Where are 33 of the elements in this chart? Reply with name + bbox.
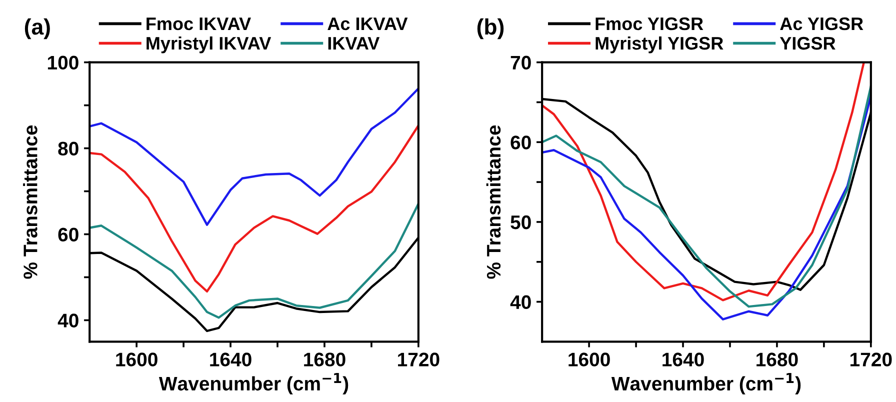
y-tick-label: 50: [510, 215, 531, 230]
legend-label: Fmoc IKVAV: [146, 18, 251, 30]
legend-label: Ac YIGSR: [780, 17, 864, 30]
x-tick-label: 1640: [210, 352, 252, 366]
x-axis-title: Wavenumber (cm$^{−1}$): [158, 373, 348, 394]
y-axis-title: % Transmittance: [23, 125, 38, 279]
text: (b): [477, 18, 504, 40]
y-tick-label: 100: [48, 56, 78, 70]
legend-label: Fmoc YIGSR: [596, 17, 704, 30]
x-axis-title: Wavenumber (cm$^{−1}$): [611, 373, 801, 394]
x-tick-label: 1600: [116, 352, 158, 366]
line-series: [90, 124, 418, 293]
x-tick-label: 1640: [662, 352, 704, 366]
x-tick-label: 1720: [398, 352, 440, 366]
y-tick-label: 40: [510, 295, 531, 310]
y-tick-label: 60: [58, 228, 78, 242]
x-tick-label: 1680: [304, 352, 346, 366]
y-axis-title: % Transmittance: [486, 125, 501, 279]
y-tick-label: 70: [510, 56, 531, 70]
legend-label: YIGSR: [780, 36, 836, 50]
line-series: [90, 87, 418, 226]
x-tick-label: 1720: [850, 352, 892, 366]
x-tick-label: 1680: [756, 352, 798, 366]
legend-label: Myristyl IKVAV: [146, 36, 272, 54]
y-tick-label: 60: [510, 136, 531, 150]
legend-label: Myristyl YIGSR: [596, 36, 724, 54]
y-tick-label: 40: [58, 314, 78, 328]
legend-label: Ac IKVAV: [328, 18, 408, 30]
text: (a): [24, 18, 50, 40]
legend-label: IKVAV: [328, 37, 380, 50]
x-tick-label: 1600: [568, 352, 610, 366]
line-series: [90, 202, 418, 319]
y-tick-label: 80: [58, 142, 78, 156]
